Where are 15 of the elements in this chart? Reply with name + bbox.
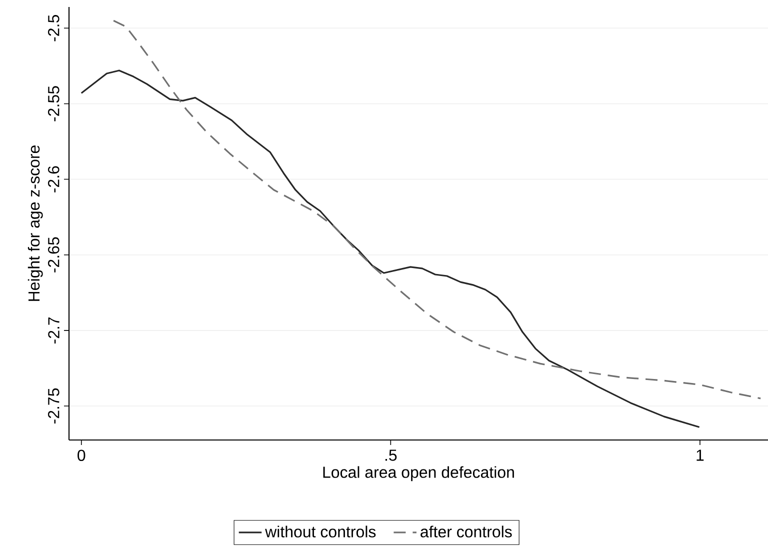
x-tick-label: 1 — [696, 450, 704, 461]
x-axis-title: Local area open defecation — [323, 466, 514, 482]
x-tick-label: .5 — [385, 450, 397, 461]
x-tick-label: 0 — [78, 450, 86, 462]
line-series — [112, 20, 762, 400]
y-tick-label: -2.75 — [48, 388, 60, 424]
y-axis-title: Height for age z-score — [28, 146, 43, 301]
legend-label: after controls — [420, 526, 512, 538]
line-series — [80, 70, 700, 428]
y-tick-label: -2.65 — [48, 237, 60, 272]
y-tick-label: -2.7 — [48, 317, 60, 344]
legend-label: without controls — [265, 526, 376, 538]
y-tick-label: -2.55 — [48, 86, 60, 122]
y-tick-label: -2.6 — [48, 166, 60, 192]
y-tick-label: -2.5 — [48, 15, 60, 42]
